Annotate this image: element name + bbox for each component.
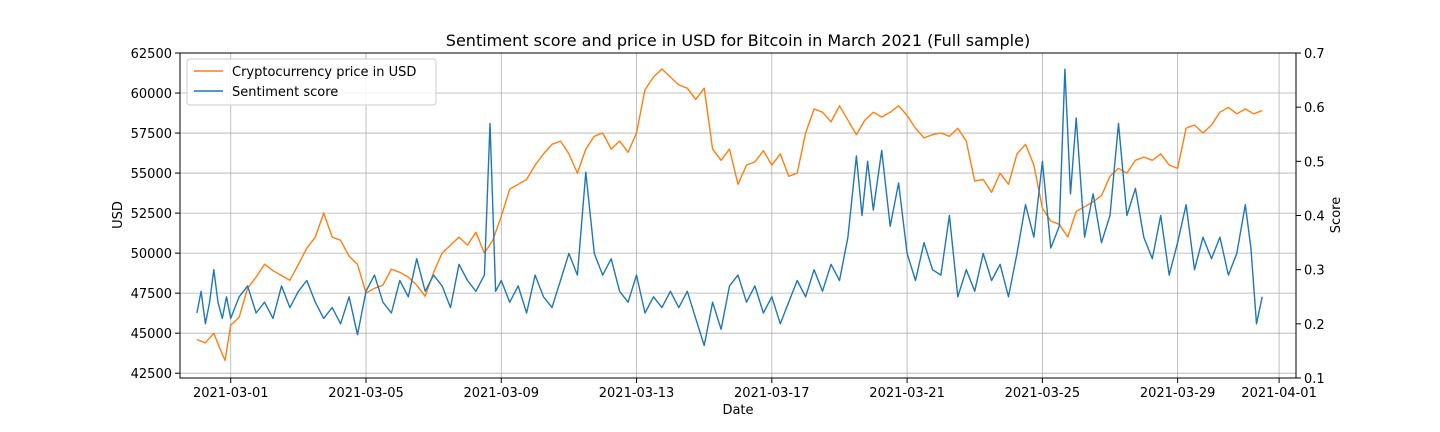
- x-tick-label: 2021-03-17: [734, 386, 810, 401]
- y-left-tick-label: 50000: [131, 247, 172, 262]
- x-tick-label: 2021-03-13: [599, 386, 675, 401]
- y-left-tick-label: 57500: [131, 127, 172, 142]
- y-left-tick-label: 62500: [131, 47, 172, 62]
- y-left-tick-label: 55000: [131, 167, 172, 182]
- y-left-tick-label: 60000: [131, 87, 172, 102]
- y-axis-right: 0.1 0.2 0.3 0.4 0.5 0.6 0.7: [1296, 47, 1325, 387]
- y-left-tick-label: 45000: [131, 327, 172, 342]
- series-layer: [196, 68, 1263, 362]
- y-right-tick-label: 0.1: [1304, 372, 1325, 387]
- x-tick-label: 2021-04-01: [1241, 386, 1317, 401]
- y-right-tick-label: 0.4: [1304, 210, 1325, 225]
- x-tick-label: 2021-03-29: [1140, 386, 1216, 401]
- chart-title: Sentiment score and price in USD for Bit…: [446, 31, 1030, 50]
- y-right-tick-label: 0.2: [1304, 318, 1325, 333]
- x-tick-label: 2021-03-09: [463, 386, 539, 401]
- y-right-tick-label: 0.7: [1304, 47, 1325, 62]
- y-left-tick-label: 42500: [131, 367, 172, 382]
- y-axis-left: 42500 45000 47500 50000 52500 55000 57500 60000…: [131, 47, 180, 382]
- x-tick-label: 2021-03-01: [193, 386, 269, 401]
- x-tick-label: 2021-03-25: [1005, 386, 1081, 401]
- legend-box: [186, 58, 437, 106]
- y-right-tick-label: 0.5: [1304, 155, 1325, 170]
- series-line-price: [196, 68, 1263, 362]
- y-right-tick-label: 0.3: [1304, 264, 1325, 279]
- y-axis-left-title: USD: [111, 201, 126, 229]
- x-axis: 2021-03-01 2021-03-05 2021-03-09 2021-03-13…: [193, 378, 1317, 401]
- legend-label-sentiment: Sentiment score: [232, 85, 338, 100]
- x-tick-label: 2021-03-05: [328, 386, 404, 401]
- legend-label-price: Cryptocurrency price in USD: [232, 65, 416, 80]
- y-left-tick-label: 52500: [131, 207, 172, 222]
- y-right-tick-label: 0.6: [1304, 101, 1325, 116]
- series-line-sentiment: [196, 68, 1263, 347]
- x-tick-label: 2021-03-21: [869, 386, 945, 401]
- legend: Cryptocurrency price in USD Sentiment sc…: [186, 58, 437, 106]
- y-left-tick-label: 47500: [131, 287, 172, 302]
- x-axis-title: Date: [722, 403, 753, 418]
- y-axis-right-title: Score: [1329, 197, 1344, 233]
